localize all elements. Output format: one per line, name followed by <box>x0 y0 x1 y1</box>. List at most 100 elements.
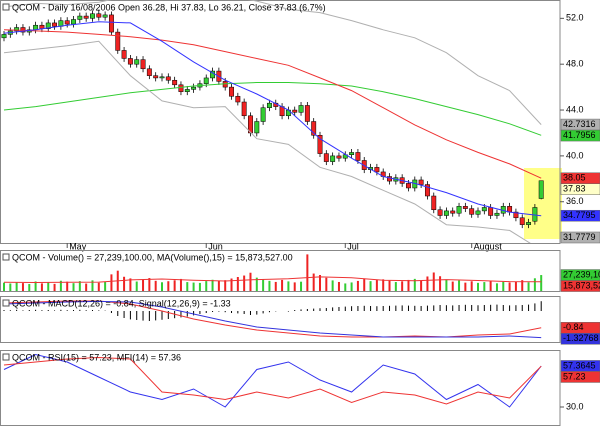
volume-bar <box>34 281 37 291</box>
volume-bar <box>154 280 157 291</box>
candle-body <box>254 121 260 134</box>
candle-body <box>513 211 519 219</box>
candle-body <box>494 212 500 216</box>
volume-bar <box>514 281 517 291</box>
series-line <box>3 40 531 243</box>
candle-body <box>178 84 184 92</box>
volume-bar <box>110 274 113 291</box>
candle-body <box>469 208 475 215</box>
value-label: -0.84 <box>563 322 584 332</box>
volume-bar <box>388 280 391 291</box>
volume-bar <box>53 283 56 291</box>
volume-bar <box>502 281 505 291</box>
value-label: 31.7779 <box>563 232 596 242</box>
candle-body <box>266 102 272 108</box>
candle-body <box>437 209 443 216</box>
title-icon <box>2 353 10 361</box>
title-icon <box>2 253 10 261</box>
series-line <box>3 29 542 179</box>
panel-title: QCOM - Volume() = 27,239,100.00, MA(Volu… <box>12 252 293 262</box>
plot-area <box>3 254 543 291</box>
y-tick-label: 30.0 <box>566 401 584 411</box>
candle-body <box>121 50 127 59</box>
volume-bar <box>173 280 176 291</box>
volume-bar <box>432 272 435 291</box>
candle-body <box>134 59 140 65</box>
value-label: 41.7956 <box>563 130 596 140</box>
candle-body <box>260 107 266 122</box>
volume-bar <box>123 276 126 291</box>
volume-bar <box>344 283 347 291</box>
value-label-box <box>560 231 600 244</box>
candle-body <box>336 155 342 159</box>
series-line <box>3 21 542 217</box>
y-tick-label: 44.0 <box>566 104 584 114</box>
title-icon <box>2 299 10 307</box>
candle-body <box>304 105 310 122</box>
candle-body <box>20 27 26 33</box>
volume-bar <box>205 281 208 291</box>
value-label: 38.05 <box>563 173 586 183</box>
volume-bar <box>9 283 12 291</box>
value-label: 57.23 <box>563 371 586 381</box>
volume-bar <box>287 281 290 291</box>
volume-bar <box>47 282 50 291</box>
volume-bar <box>458 280 461 291</box>
volume-bar <box>401 281 404 291</box>
volume-bar <box>142 279 145 291</box>
volume-bar <box>129 278 132 291</box>
volume-bar <box>521 280 524 291</box>
volume-bar <box>281 279 284 291</box>
panel-frame <box>0 296 561 343</box>
candle-body <box>90 13 95 19</box>
x-tick-label: Jul <box>347 241 359 251</box>
volume-bar <box>350 282 353 291</box>
series-line <box>3 356 542 405</box>
volume-bar <box>533 278 536 291</box>
volume-bar <box>394 282 397 291</box>
volume-bar <box>356 280 359 291</box>
volume-bar <box>78 281 81 291</box>
volume-bar <box>363 278 366 291</box>
panel-title: QCOM - MACD(12,26) = -0.84, Signal(12,26… <box>12 298 231 308</box>
candle-body <box>108 14 114 33</box>
volume-bar <box>179 278 182 291</box>
value-label: 34.7795 <box>563 210 596 220</box>
volume-bar <box>312 273 315 291</box>
volume-bar <box>97 282 100 291</box>
candle-body <box>235 96 241 103</box>
candle-body <box>115 31 121 51</box>
candle-body <box>462 206 468 209</box>
highlight <box>524 168 562 239</box>
value-label-box <box>560 333 600 345</box>
volume-bar <box>527 282 530 291</box>
candle-body <box>159 76 165 79</box>
volume-bar <box>135 281 138 291</box>
volume-bar <box>72 283 75 291</box>
plot-area <box>1 0 544 243</box>
candle-body <box>83 15 89 19</box>
series-line <box>3 0 542 125</box>
volume-bar <box>40 283 43 291</box>
volume-bar <box>306 254 309 291</box>
candle-body <box>424 184 430 197</box>
candle-body <box>191 86 197 90</box>
candle-body <box>450 210 456 214</box>
series-line <box>3 276 542 284</box>
volume-bar <box>104 281 107 291</box>
volume-bar <box>489 280 492 291</box>
candle-body <box>374 167 380 173</box>
panel-frame <box>0 0 561 244</box>
volume-bar <box>28 284 31 291</box>
candle-body <box>475 210 481 215</box>
volume-bar <box>495 283 498 291</box>
series-line <box>3 353 542 408</box>
volume-bar <box>445 279 448 291</box>
candle-body <box>241 101 247 117</box>
candle-body <box>349 152 355 155</box>
candle-body <box>146 68 152 76</box>
value-label-box <box>560 129 600 142</box>
candle-body <box>443 210 449 216</box>
volume-bar <box>59 280 62 291</box>
